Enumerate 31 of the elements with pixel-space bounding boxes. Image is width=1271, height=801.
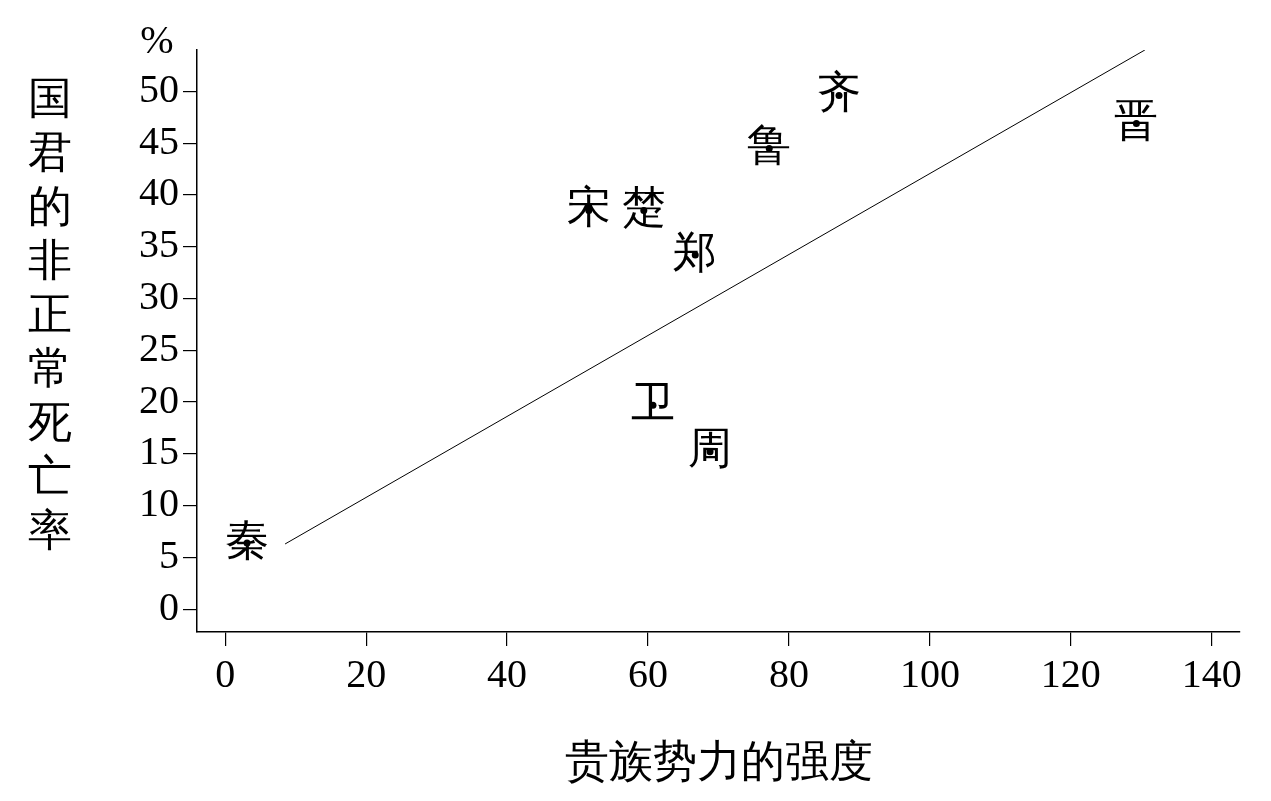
y-tick-label: 15 bbox=[139, 428, 179, 474]
x-axis-title: 贵族势力的强度 bbox=[564, 737, 873, 787]
y-tick-label: 25 bbox=[139, 324, 179, 370]
x-tick-label: 60 bbox=[628, 650, 669, 696]
x-tick-label: 40 bbox=[487, 650, 528, 696]
data-label: 宋 bbox=[566, 183, 611, 233]
x-tick-label: 140 bbox=[1181, 650, 1242, 696]
x-tick-label: 20 bbox=[346, 650, 387, 696]
y-tick-label: 0 bbox=[159, 583, 179, 629]
x-tick-label: 0 bbox=[215, 650, 236, 696]
y-tick-label: 20 bbox=[139, 376, 179, 422]
y-tick-label: 10 bbox=[139, 480, 179, 526]
data-label: 鲁 bbox=[747, 120, 792, 170]
y-tick-label: 50 bbox=[139, 65, 179, 111]
data-label: 楚 bbox=[621, 183, 666, 233]
data-label: 卫 bbox=[630, 377, 675, 427]
data-label: 周 bbox=[688, 424, 733, 474]
text: % bbox=[140, 16, 174, 62]
x-tick-label: 120 bbox=[1040, 650, 1101, 696]
y-tick-label: 30 bbox=[139, 273, 179, 319]
x-tick-label: 100 bbox=[899, 650, 960, 696]
y-tick-label: 45 bbox=[139, 117, 179, 163]
y-tick-label: 35 bbox=[139, 221, 179, 267]
data-label: 郑 bbox=[673, 227, 718, 277]
text: 国君的非正常死亡率 bbox=[28, 74, 72, 555]
y-tick-label: 40 bbox=[139, 169, 179, 215]
data-label: 齐 bbox=[817, 68, 862, 118]
x-tick-label: 80 bbox=[768, 650, 809, 696]
data-label: 晋 bbox=[1114, 96, 1159, 146]
y-tick-label: 5 bbox=[159, 531, 179, 577]
data-label: 秦 bbox=[225, 515, 270, 565]
